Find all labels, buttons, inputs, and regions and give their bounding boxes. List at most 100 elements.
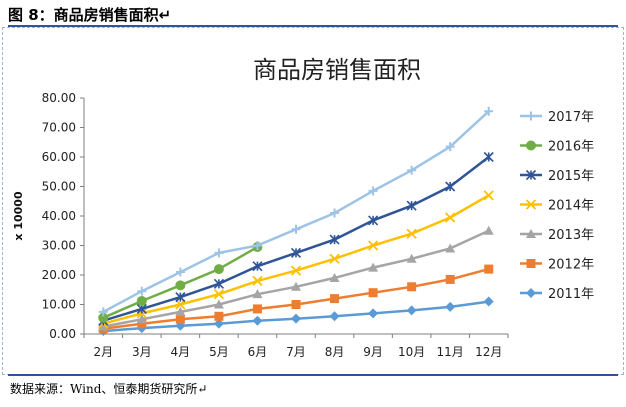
data-point (483, 296, 494, 307)
data-point (368, 186, 378, 196)
data-point (406, 253, 417, 263)
x-tick-label: 10月 (398, 345, 425, 359)
legend-item: 2016年 (520, 140, 594, 155)
data-point (175, 280, 186, 291)
x-tick-label: 4月 (171, 345, 191, 359)
y-tick-label: 30.00 (42, 239, 76, 253)
data-point (175, 292, 186, 303)
data-point (252, 241, 262, 250)
data-point (175, 299, 186, 310)
data-point (252, 304, 262, 314)
series-2017年 (98, 106, 494, 317)
data-point (329, 311, 340, 322)
data-point (213, 264, 224, 275)
data-point (483, 190, 494, 201)
figure-title: 图 8：商品房销售面积↵ (8, 6, 172, 24)
axes-group: 0.00 10.00 20.00 30.00 40.00 50.00 60.00 70.00 8… (42, 91, 509, 359)
legend-marker (525, 169, 537, 181)
legend: 2017年 2016年 2015年 2014年 2013年 2012年 2011年 (520, 110, 594, 302)
data-point (252, 315, 263, 326)
data-point (445, 181, 456, 192)
data-point (483, 225, 494, 235)
data-point (445, 243, 456, 253)
data-point (368, 288, 378, 298)
data-point (175, 314, 185, 324)
series-line (103, 229, 490, 328)
data-point (483, 151, 494, 163)
data-point (213, 289, 225, 300)
data-point (329, 253, 340, 264)
data-point (291, 300, 301, 309)
data-point (214, 311, 224, 321)
legend-label: 2012年 (548, 258, 594, 273)
legend-label: 2015年 (548, 169, 594, 184)
series-2015年 (98, 151, 494, 326)
y-tick-label: 20.00 (42, 268, 76, 282)
data-point (445, 142, 455, 152)
data-point (252, 261, 263, 272)
legend-label: 2017年 (548, 110, 594, 125)
y-tick-label: 50.00 (42, 180, 76, 194)
x-tick-label: 5月 (209, 345, 229, 359)
x-tick-label: 7月 (286, 345, 306, 359)
x-tick-label: 8月 (325, 345, 345, 359)
legend-label: 2016年 (548, 140, 594, 155)
data-point (406, 305, 417, 316)
line-chart: 商品房销售面积 x 10000 0.00 10.00 20.00 30.00 40.00… (12, 56, 594, 359)
y-tick-label: 10.00 (42, 298, 76, 312)
data-point (136, 314, 147, 324)
legend-marker (526, 111, 536, 121)
top-rule (8, 25, 618, 27)
bottom-rule (8, 374, 618, 376)
data-point (98, 321, 109, 331)
data-point (290, 247, 302, 258)
legend-label: 2013年 (548, 228, 594, 243)
x-tick-label: 11月 (437, 345, 464, 359)
x-tick-label: 2月 (93, 345, 113, 359)
source-note: 数据来源：Wind、恒泰期货研究所↵ (10, 382, 208, 396)
data-point (175, 306, 186, 316)
y-tick-label: 60.00 (42, 150, 76, 164)
data-point (484, 264, 494, 274)
data-point (252, 289, 263, 299)
data-point (406, 228, 417, 239)
data-point (367, 240, 379, 251)
data-point (407, 282, 417, 292)
data-point (136, 295, 147, 306)
series-2013年 (98, 225, 494, 331)
legend-marker (526, 229, 536, 238)
data-point (329, 234, 340, 245)
data-point (368, 308, 379, 319)
data-point (406, 200, 417, 211)
data-point (407, 165, 417, 175)
x-tick-label: 12月 (475, 345, 502, 359)
legend-item: 2015年 (520, 169, 594, 184)
data-point (175, 267, 185, 277)
legend-item: 2013年 (520, 228, 594, 243)
data-point (213, 318, 224, 329)
data-point (213, 278, 224, 289)
series-group (98, 106, 494, 337)
legend-item: 2012年 (520, 258, 594, 273)
x-tick-label: 6月 (248, 345, 268, 359)
data-point (368, 215, 379, 226)
data-point (98, 307, 108, 317)
x-tick-label: 9月 (363, 345, 383, 359)
legend-item: 2014年 (520, 199, 594, 214)
legend-item: 2017年 (520, 110, 594, 125)
data-point (330, 208, 340, 218)
legend-marker (526, 259, 536, 268)
data-point (291, 281, 301, 291)
series-2016年 (98, 241, 263, 323)
data-point (137, 319, 147, 329)
data-point (291, 313, 301, 324)
legend-item: 2011年 (520, 287, 594, 302)
y-axis-label: x 10000 (12, 191, 25, 241)
x-tick-label: 3月 (132, 345, 152, 359)
data-point (291, 224, 301, 234)
data-point (445, 274, 455, 284)
legend-marker (526, 140, 536, 151)
y-tick-label: 80.00 (42, 91, 76, 105)
data-point (329, 272, 340, 282)
legend-marker (525, 199, 537, 210)
